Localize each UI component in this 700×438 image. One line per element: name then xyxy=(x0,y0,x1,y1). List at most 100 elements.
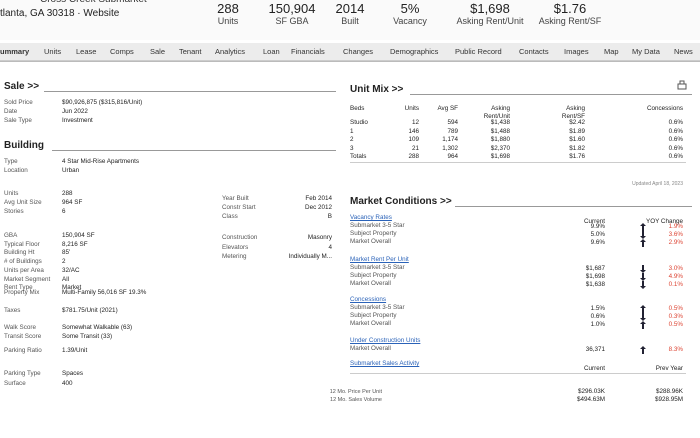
cell: $1,438 xyxy=(490,119,510,126)
group-title[interactable]: Under Construction Units xyxy=(350,337,421,344)
group-title[interactable]: Vacancy Rates xyxy=(350,214,392,221)
column-header: YOY Change xyxy=(646,218,683,225)
tab[interactable]: My Data xyxy=(632,47,660,56)
trend-arrow xyxy=(640,305,646,313)
cell: $2,370 xyxy=(490,144,510,152)
cell: 1,174 xyxy=(442,136,458,144)
cell: 288 xyxy=(408,153,419,161)
tab[interactable]: Units xyxy=(44,47,62,56)
tab[interactable]: Contacts xyxy=(519,47,549,56)
field-label: Avg Unit Size xyxy=(4,199,42,206)
field-value: 6 xyxy=(62,208,66,215)
submarket: Cross Creek Submarket xyxy=(40,0,147,5)
yoy-change: 8.3% xyxy=(668,346,683,353)
stat-label: SF GBA xyxy=(275,16,309,26)
stat-value: 288 xyxy=(217,1,239,16)
tab[interactable]: Financials xyxy=(291,47,325,56)
field-value: 4 Star Mid-Rise Apartments xyxy=(62,158,139,165)
field-value: Market xyxy=(62,284,82,292)
field-label: Taxes xyxy=(4,307,21,314)
tab-bar xyxy=(0,43,700,61)
cell: 2 xyxy=(350,136,354,144)
current-value: 1.0% xyxy=(590,321,605,328)
tab[interactable]: Comps xyxy=(110,47,134,56)
cell: 12 xyxy=(411,119,419,126)
cell: 0.6% xyxy=(668,153,683,161)
tab[interactable]: Changes xyxy=(343,47,374,56)
row-label: Market Overall xyxy=(350,345,391,352)
field-value: All xyxy=(62,275,69,283)
rule xyxy=(455,206,692,207)
cell: 0.6% xyxy=(668,119,683,126)
cell: 0.6% xyxy=(668,127,683,135)
column-header: Asking Rent/SF xyxy=(561,105,585,120)
tab[interactable]: Images xyxy=(564,47,589,56)
current-value: $494.63M xyxy=(576,396,605,403)
rule xyxy=(44,91,336,92)
tab[interactable]: Analytics xyxy=(215,47,246,56)
row-label: Submarket 3-5 Star xyxy=(350,222,405,229)
cell: $1,488 xyxy=(490,127,510,135)
row-label: Submarket 3-5 Star xyxy=(350,304,405,311)
trend-arrow xyxy=(640,265,646,273)
tab[interactable]: Sale xyxy=(150,47,166,56)
tab[interactable]: ummary xyxy=(0,47,30,56)
tab[interactable]: Lease xyxy=(76,47,97,56)
group-title[interactable]: Concessions xyxy=(350,296,387,303)
tab[interactable]: Public Record xyxy=(455,47,502,56)
trend-arrow xyxy=(640,281,646,289)
trend-arrow xyxy=(640,231,646,239)
tab[interactable]: Loan xyxy=(263,47,280,56)
section-title[interactable]: Market Conditions >> xyxy=(350,196,452,207)
field-value: $781.75/Unit (2021) xyxy=(62,307,118,314)
tab[interactable]: Map xyxy=(604,47,619,56)
field-value: Multi-Family 56,016 SF 19.3% xyxy=(62,289,147,296)
section-title[interactable]: Unit Mix >> xyxy=(350,84,404,95)
current-value: 9.6% xyxy=(590,239,605,246)
field-value: Somewhat Walkable (63) xyxy=(62,324,133,331)
field-value: Masonry xyxy=(307,234,332,241)
row-label: Market Overall xyxy=(350,280,391,287)
field-value: Spaces xyxy=(62,370,84,377)
row-label: Subject Property xyxy=(350,272,397,279)
trend-arrow xyxy=(640,239,646,247)
field-value: 150,904 SF xyxy=(62,232,95,239)
cell: Studio xyxy=(350,119,368,126)
field-label: Location xyxy=(4,167,28,174)
current-value: 1.5% xyxy=(590,305,605,312)
field-label: Market Segment xyxy=(4,275,51,283)
top-bar xyxy=(0,0,700,40)
stat-value: 150,904 xyxy=(268,1,316,16)
print-icon[interactable] xyxy=(676,80,688,92)
field-value: 4 xyxy=(328,243,332,251)
yoy-change: 0.3% xyxy=(668,313,683,320)
column-header: Prev Year xyxy=(655,365,683,372)
tab[interactable]: Tenant xyxy=(179,47,202,56)
rule xyxy=(350,373,686,374)
tab[interactable]: News xyxy=(674,47,693,56)
stat-label: Asking Rent/SF xyxy=(538,16,602,26)
trend-arrow xyxy=(640,313,646,321)
cell: $1,880 xyxy=(490,136,510,144)
section-title: Building xyxy=(4,140,44,151)
field-value: 8,216 SF xyxy=(62,240,88,248)
cell: 0.6% xyxy=(668,144,683,152)
field-label: Construction xyxy=(222,234,258,241)
field-value: Dec 2012 xyxy=(305,204,332,211)
field-value: 400 xyxy=(62,379,73,387)
tab[interactable]: Demographics xyxy=(390,47,439,56)
field-label: Building Ht xyxy=(4,249,35,257)
section-title[interactable]: Sale >> xyxy=(4,81,40,92)
group-title[interactable]: Submarket Sales Activity xyxy=(350,360,420,367)
field-value: 2 xyxy=(62,258,66,266)
group-title[interactable]: Market Rent Per Unit xyxy=(350,256,409,263)
current-value: 36,371 xyxy=(585,346,605,353)
trend-arrow xyxy=(640,223,646,231)
field-value: Jun 2022 xyxy=(62,108,88,115)
field-label: Surface xyxy=(4,379,26,387)
row-label: Market Overall xyxy=(350,238,391,245)
row-label: Subject Property xyxy=(350,312,397,319)
field-value: $90,926,875 ($315,816/Unit) xyxy=(62,99,143,106)
yoy-change: 4.9% xyxy=(668,273,683,280)
cell: $1,698 xyxy=(490,153,510,161)
